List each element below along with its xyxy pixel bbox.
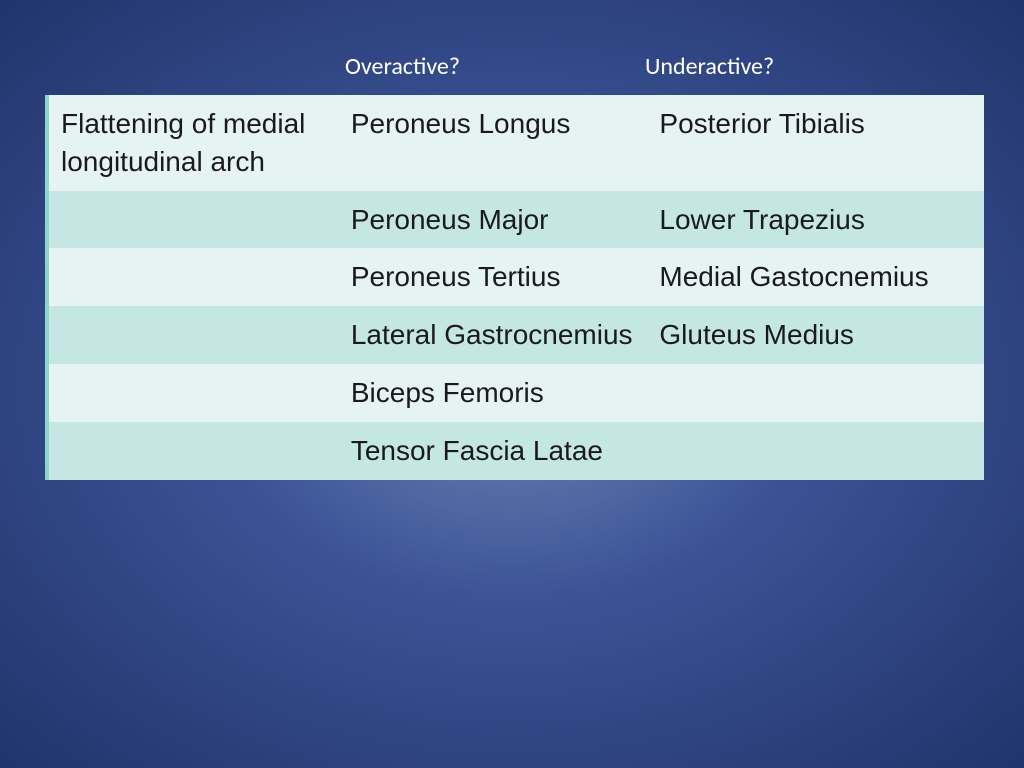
table-row: Biceps Femoris bbox=[49, 364, 984, 422]
cell-overactive: Biceps Femoris bbox=[339, 364, 648, 422]
header-underactive: Underactive? bbox=[645, 52, 774, 81]
cell-observation bbox=[49, 422, 339, 480]
cell-overactive: Peroneus Longus bbox=[339, 95, 648, 191]
cell-overactive: Tensor Fascia Latae bbox=[339, 422, 648, 480]
muscle-table: Flattening of medial longitudinal arch P… bbox=[49, 95, 984, 480]
muscle-table-body: Flattening of medial longitudinal arch P… bbox=[49, 95, 984, 480]
cell-observation bbox=[49, 248, 339, 306]
cell-observation bbox=[49, 306, 339, 364]
slide: Overactive? Underactive? Flattening of m… bbox=[0, 0, 1024, 768]
cell-underactive: Gluteus Medius bbox=[647, 306, 984, 364]
table-row: Flattening of medial longitudinal arch P… bbox=[49, 95, 984, 191]
cell-overactive: Peroneus Major bbox=[339, 191, 648, 249]
table-row: Lateral Gastrocnemius Gluteus Medius bbox=[49, 306, 984, 364]
cell-underactive bbox=[647, 364, 984, 422]
cell-overactive: Peroneus Tertius bbox=[339, 248, 648, 306]
cell-observation bbox=[49, 364, 339, 422]
cell-underactive bbox=[647, 422, 984, 480]
table-row: Tensor Fascia Latae bbox=[49, 422, 984, 480]
cell-underactive: Posterior Tibialis bbox=[647, 95, 984, 191]
table-row: Peroneus Tertius Medial Gastocnemius bbox=[49, 248, 984, 306]
cell-underactive: Medial Gastocnemius bbox=[647, 248, 984, 306]
cell-observation: Flattening of medial longitudinal arch bbox=[49, 95, 339, 191]
cell-overactive: Lateral Gastrocnemius bbox=[339, 306, 648, 364]
muscle-table-wrap: Flattening of medial longitudinal arch P… bbox=[45, 95, 984, 480]
header-overactive: Overactive? bbox=[345, 52, 460, 81]
cell-underactive: Lower Trapezius bbox=[647, 191, 984, 249]
cell-observation bbox=[49, 191, 339, 249]
table-row: Peroneus Major Lower Trapezius bbox=[49, 191, 984, 249]
